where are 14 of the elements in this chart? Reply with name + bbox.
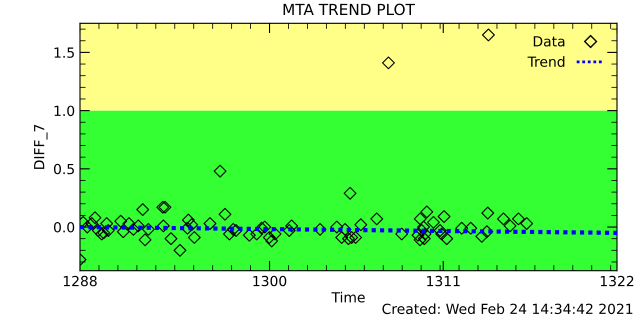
y-tick-label: 1.5 <box>54 48 74 58</box>
text: Created: Wed Feb 24 14:34:42 2021 <box>382 303 632 314</box>
legend-label: Data <box>534 36 564 47</box>
chart-title: MTA TREND PLOT <box>284 4 415 16</box>
y-tick-label: 1.0 <box>54 106 74 116</box>
x-tick-label: 1300 <box>253 276 286 286</box>
y-axis-title: DIFF_7 <box>34 124 48 169</box>
y-tick-label: 0.0 <box>54 222 74 233</box>
x-axis-title: Time <box>331 292 365 303</box>
x-tick-label: 1311 <box>427 276 460 286</box>
y-tick-label: 0.5 <box>54 164 74 174</box>
x-tick-label: 1288 <box>64 276 97 286</box>
legend-label: Trend <box>528 56 564 67</box>
x-tick-label: 1322 <box>600 276 634 286</box>
